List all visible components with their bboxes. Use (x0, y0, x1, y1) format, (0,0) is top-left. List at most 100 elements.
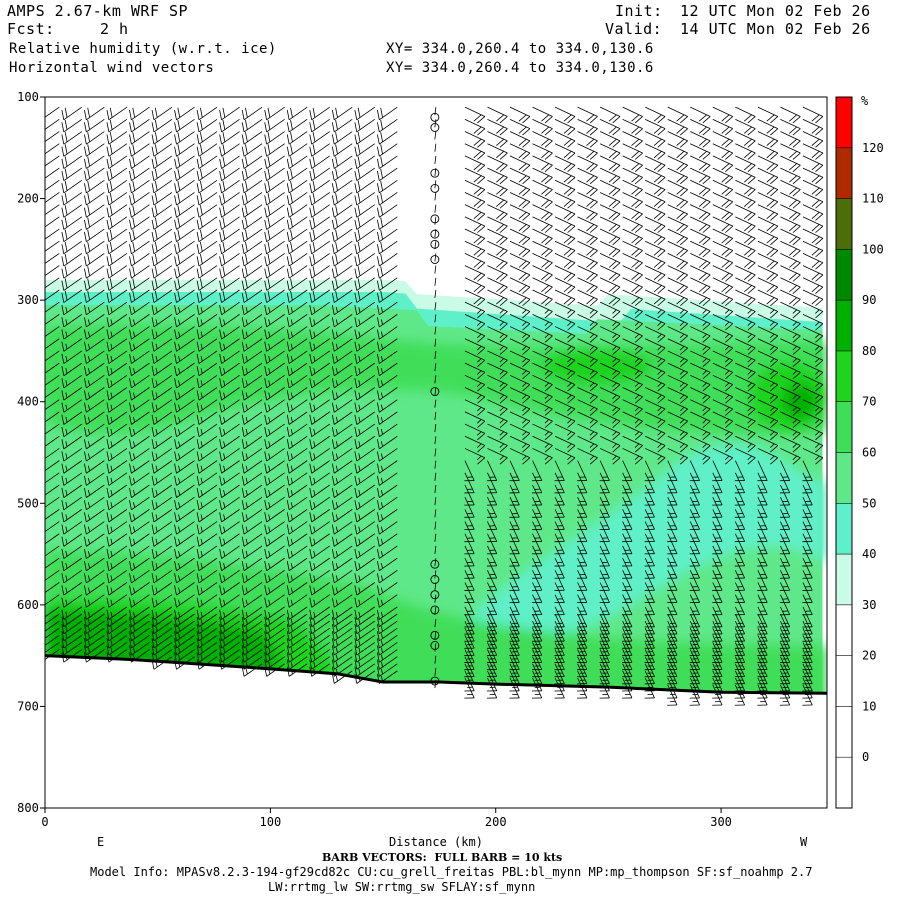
wind-barb (667, 253, 688, 270)
wind-barb (219, 557, 240, 572)
wind-barb (509, 484, 520, 506)
wind-barb (780, 228, 801, 246)
wind-barb (151, 143, 173, 157)
colorbar-swatch (836, 706, 852, 758)
wind-barb (622, 155, 643, 172)
wind-barb (377, 435, 398, 450)
wind-barb (464, 613, 475, 635)
wind-barb (802, 192, 824, 209)
wind-barb (486, 545, 498, 567)
wind-barb (645, 106, 666, 124)
wind-barb (174, 301, 195, 316)
wind-barb (464, 509, 475, 530)
wind-barb (241, 326, 263, 340)
wind-barb (532, 387, 553, 404)
wind-barb (354, 265, 376, 279)
wind-barb (802, 155, 824, 172)
wind-barb (129, 289, 150, 303)
wind-barb (464, 635, 475, 656)
wind-barb (45, 326, 60, 340)
wind-barb (84, 192, 105, 206)
wind-barb (712, 155, 734, 172)
wind-barb (802, 228, 824, 246)
wind-barb (802, 253, 824, 270)
colorbar-swatch (836, 97, 852, 148)
wind-barb (354, 533, 376, 547)
wind-barb (151, 265, 173, 279)
wind-barb (377, 289, 398, 303)
wind-barb (61, 613, 83, 627)
wind-barb (106, 460, 128, 474)
wind-barb (532, 265, 553, 282)
wind-barb (667, 277, 688, 294)
wind-barb (554, 497, 565, 518)
wind-barb (106, 338, 128, 352)
wind-barb (174, 265, 195, 279)
wind-barb (61, 265, 83, 279)
wind-barb (106, 277, 128, 291)
wind-barb (554, 620, 565, 642)
wind-barb (286, 399, 308, 413)
wind-barb (735, 204, 756, 221)
wind-barb (309, 326, 330, 340)
wind-barb (599, 179, 621, 197)
wind-barb (219, 423, 240, 438)
wind-barb (690, 192, 711, 209)
light-wind-stem (434, 265, 437, 274)
wind-barb (509, 277, 531, 294)
wind-barb (667, 204, 688, 221)
wind-barb (554, 374, 576, 392)
x-tick-label: 300 (710, 815, 732, 829)
wind-barb (309, 179, 330, 194)
wind-barb (45, 606, 60, 620)
wind-barb (331, 387, 353, 401)
wind-barb (61, 362, 83, 377)
wind-barb (264, 509, 285, 523)
wind-barb (241, 228, 263, 242)
wind-barb (377, 301, 398, 316)
wind-barb (645, 118, 666, 136)
wind-barb (309, 362, 330, 377)
wind-barb (129, 143, 150, 157)
wind-barb (219, 435, 240, 450)
wind-barb (129, 228, 150, 242)
wind-barb (84, 362, 105, 377)
wind-barb (61, 521, 83, 535)
wind-barb (61, 106, 83, 121)
wind-barb (377, 423, 398, 438)
wind-barb (509, 155, 531, 172)
wind-barb (464, 301, 486, 319)
wind-barb (106, 167, 128, 182)
colorbar: 0 10 20 30 40 50 60 70 80 90 100 110 120 (835, 96, 884, 809)
wind-barb (464, 435, 486, 453)
wind-barb (464, 314, 486, 331)
wind-barb (84, 374, 105, 389)
wind-barb (129, 472, 150, 486)
wind-barb (174, 620, 195, 635)
wind-barb (667, 216, 688, 233)
wind-barb (241, 627, 263, 642)
wind-barb (84, 613, 105, 627)
wind-barb (129, 314, 150, 328)
wind-barb (129, 569, 150, 584)
colorbar-label: 110 (862, 192, 884, 206)
wind-barb (45, 119, 60, 133)
wind-barb (377, 606, 398, 620)
wind-barb (354, 411, 376, 425)
colorbar-unit: % (861, 94, 869, 108)
wind-barb (241, 484, 263, 498)
wind-barb (690, 155, 711, 172)
wind-barb (464, 131, 486, 148)
wind-barb (219, 472, 240, 486)
wind-barb (219, 627, 240, 642)
wind-barb (219, 569, 240, 584)
wind-barb (354, 460, 376, 474)
wind-barb (241, 399, 263, 413)
field-title-wind: Horizontal wind vectors (9, 60, 215, 76)
wind-barb (264, 472, 285, 486)
wind-barb (241, 314, 263, 328)
wind-barb (757, 204, 779, 221)
wind-barb (129, 167, 150, 182)
wind-barb (61, 411, 83, 425)
wind-barb (61, 338, 83, 352)
